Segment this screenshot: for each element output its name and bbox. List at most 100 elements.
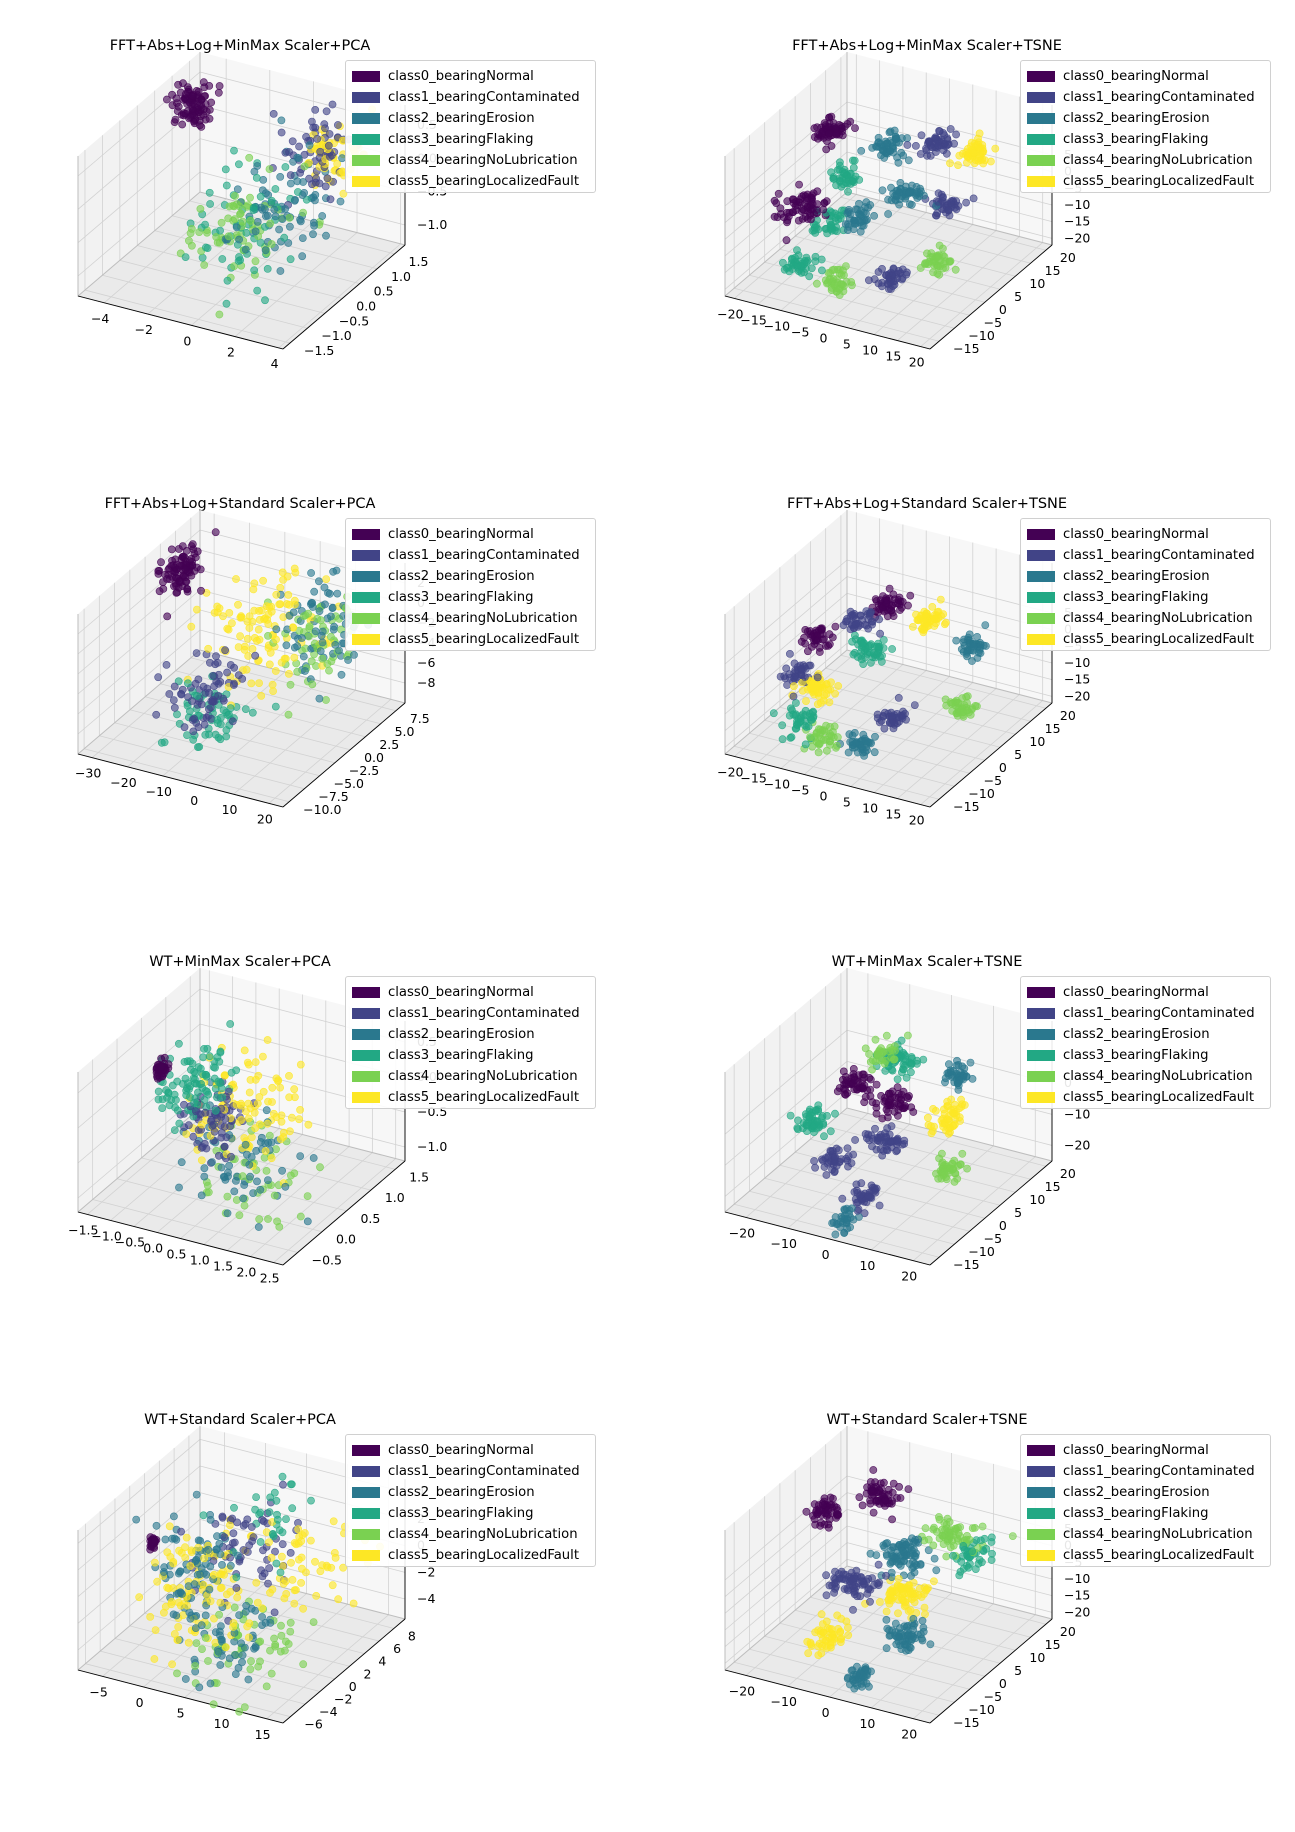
scatter-point-class0 [820, 198, 829, 207]
scatter-point-class2 [284, 239, 293, 247]
y-tick-label: −10 [968, 786, 994, 801]
scatter-point-class2 [900, 1537, 909, 1546]
y-tick-label: −7.5 [318, 789, 348, 804]
scatter-point-class2 [240, 1643, 249, 1652]
legend-swatch [1027, 987, 1055, 998]
grid-y [85, 1663, 291, 1718]
scatter-point-class1 [873, 710, 882, 719]
legend-swatch [352, 155, 380, 166]
scatter-point-class2 [892, 192, 901, 201]
scatter-point-class4 [256, 1637, 265, 1646]
scatter-point-class1 [177, 689, 185, 698]
scatter-point-class3 [232, 1573, 241, 1582]
y-tick-label: 20 [1060, 1166, 1076, 1181]
scatter-point-class4 [874, 1048, 883, 1056]
scatter-point-class2 [882, 1550, 891, 1559]
scatter-point-class2 [333, 589, 342, 598]
grid-z [846, 151, 1053, 206]
scatter-point-class1 [170, 703, 179, 712]
scatter-point-class1 [894, 693, 903, 702]
scatter-point-class5 [946, 159, 954, 168]
scatter-point-class5 [167, 1597, 176, 1606]
scatter-point-class1 [950, 139, 958, 148]
grid-y [102, 274, 308, 329]
grid-z [77, 1058, 201, 1164]
scatter-point-class0 [157, 1062, 166, 1071]
scatter-point-class5 [254, 625, 263, 634]
grid-z [724, 1475, 848, 1581]
scatter-point-class3 [216, 226, 224, 235]
scatter-point-class4 [325, 666, 333, 675]
plot-3d-axes: −20−15−10 −5 0 5 10 15 20−15−10−505101520−20−1… [717, 510, 1090, 828]
scatter-point-class5 [245, 1619, 254, 1628]
z-tick-label: −10 [1064, 1571, 1090, 1586]
scatter-point-class3 [174, 1039, 183, 1048]
scatter-point-class5 [268, 680, 277, 689]
scatter-point-class1 [931, 211, 940, 220]
y-tick-label: 5 [1014, 289, 1022, 304]
scatter-point-class1 [856, 1192, 864, 1200]
legend-item: class3_bearingFlaking [352, 587, 589, 608]
legend-swatch [1027, 1071, 1055, 1082]
scatter-point-class3 [216, 735, 225, 744]
scatter-point-class0 [820, 119, 829, 127]
scatter-point-class5 [967, 142, 975, 151]
scatter-point-class1 [271, 1547, 279, 1556]
scatter-point-class5 [257, 691, 266, 700]
scatter-point-class1 [207, 697, 216, 706]
scatter-point-class5 [253, 1099, 262, 1108]
scatter-point-class5 [834, 682, 843, 690]
legend-item: class3_bearingFlaking [352, 1045, 589, 1066]
grid-x [920, 242, 1043, 347]
scatter-point-class2 [256, 1185, 265, 1194]
scatter-point-class4 [247, 1657, 255, 1666]
scatter-point-class2 [887, 196, 896, 205]
y-tick-label: 5 [1014, 1663, 1022, 1678]
legend-item: class1_bearingContaminated [352, 545, 589, 566]
scatter-point-class3 [812, 1106, 820, 1114]
legend-swatch [1027, 1092, 1055, 1103]
scatter-point-class4 [267, 1669, 276, 1678]
scatter-point-class4 [192, 1639, 201, 1647]
scatter-point-class2 [217, 1163, 226, 1172]
grid-x [268, 699, 392, 804]
scatter-point-class2 [213, 1545, 221, 1553]
scatter-point-class2 [918, 1616, 927, 1625]
scatter-point-class5 [181, 1543, 189, 1552]
grid-x [133, 1122, 257, 1227]
scatter-point-class2 [276, 172, 285, 181]
scatter-point-class2 [213, 1532, 221, 1541]
scatter-point-class2 [850, 1684, 859, 1693]
scatter-point-class2 [190, 1580, 199, 1589]
legend-item: class0_bearingNormal [1027, 66, 1264, 87]
scatter-point-class5 [244, 1633, 253, 1642]
scatter-points [132, 1472, 384, 1716]
scatter-point-class4 [939, 1168, 948, 1177]
grid-z [77, 1492, 201, 1597]
scatter-point-class5 [165, 1522, 174, 1531]
scatter-point-class1 [830, 1588, 838, 1597]
legend-item: class4_bearingNoLubrication [1027, 1066, 1264, 1087]
scatter-point-class3 [282, 1515, 290, 1523]
scatter-point-class1 [296, 168, 304, 177]
legend-item: class2_bearingErosion [352, 1482, 589, 1503]
legend-swatch [352, 1445, 380, 1456]
scatter-point-class1 [198, 1143, 207, 1151]
scatter-point-class5 [261, 614, 269, 623]
scatter-points [769, 584, 990, 760]
scatter-point-class5 [269, 687, 277, 695]
scatter-point-class1 [189, 727, 198, 736]
grid-x [780, 664, 904, 769]
scatter-point-class3 [256, 1508, 265, 1517]
scatter-point-class1 [789, 692, 798, 701]
scatter-point-class1 [278, 1540, 287, 1549]
scatter-point-class2 [850, 728, 859, 737]
scatter-point-class3 [191, 1079, 199, 1088]
legend-label: class5_bearingLocalizedFault [1063, 1548, 1254, 1563]
grid-y [84, 289, 291, 344]
scatter-point-class0 [872, 1103, 881, 1112]
scatter-point-class0 [163, 612, 172, 621]
subplot-8: WT+Standard Scaler+TSNE −20 −10 0 10 20 −15 −10… [647, 1374, 1294, 1832]
y-axis-line [282, 702, 406, 808]
scatter-point-class1 [822, 1571, 830, 1580]
